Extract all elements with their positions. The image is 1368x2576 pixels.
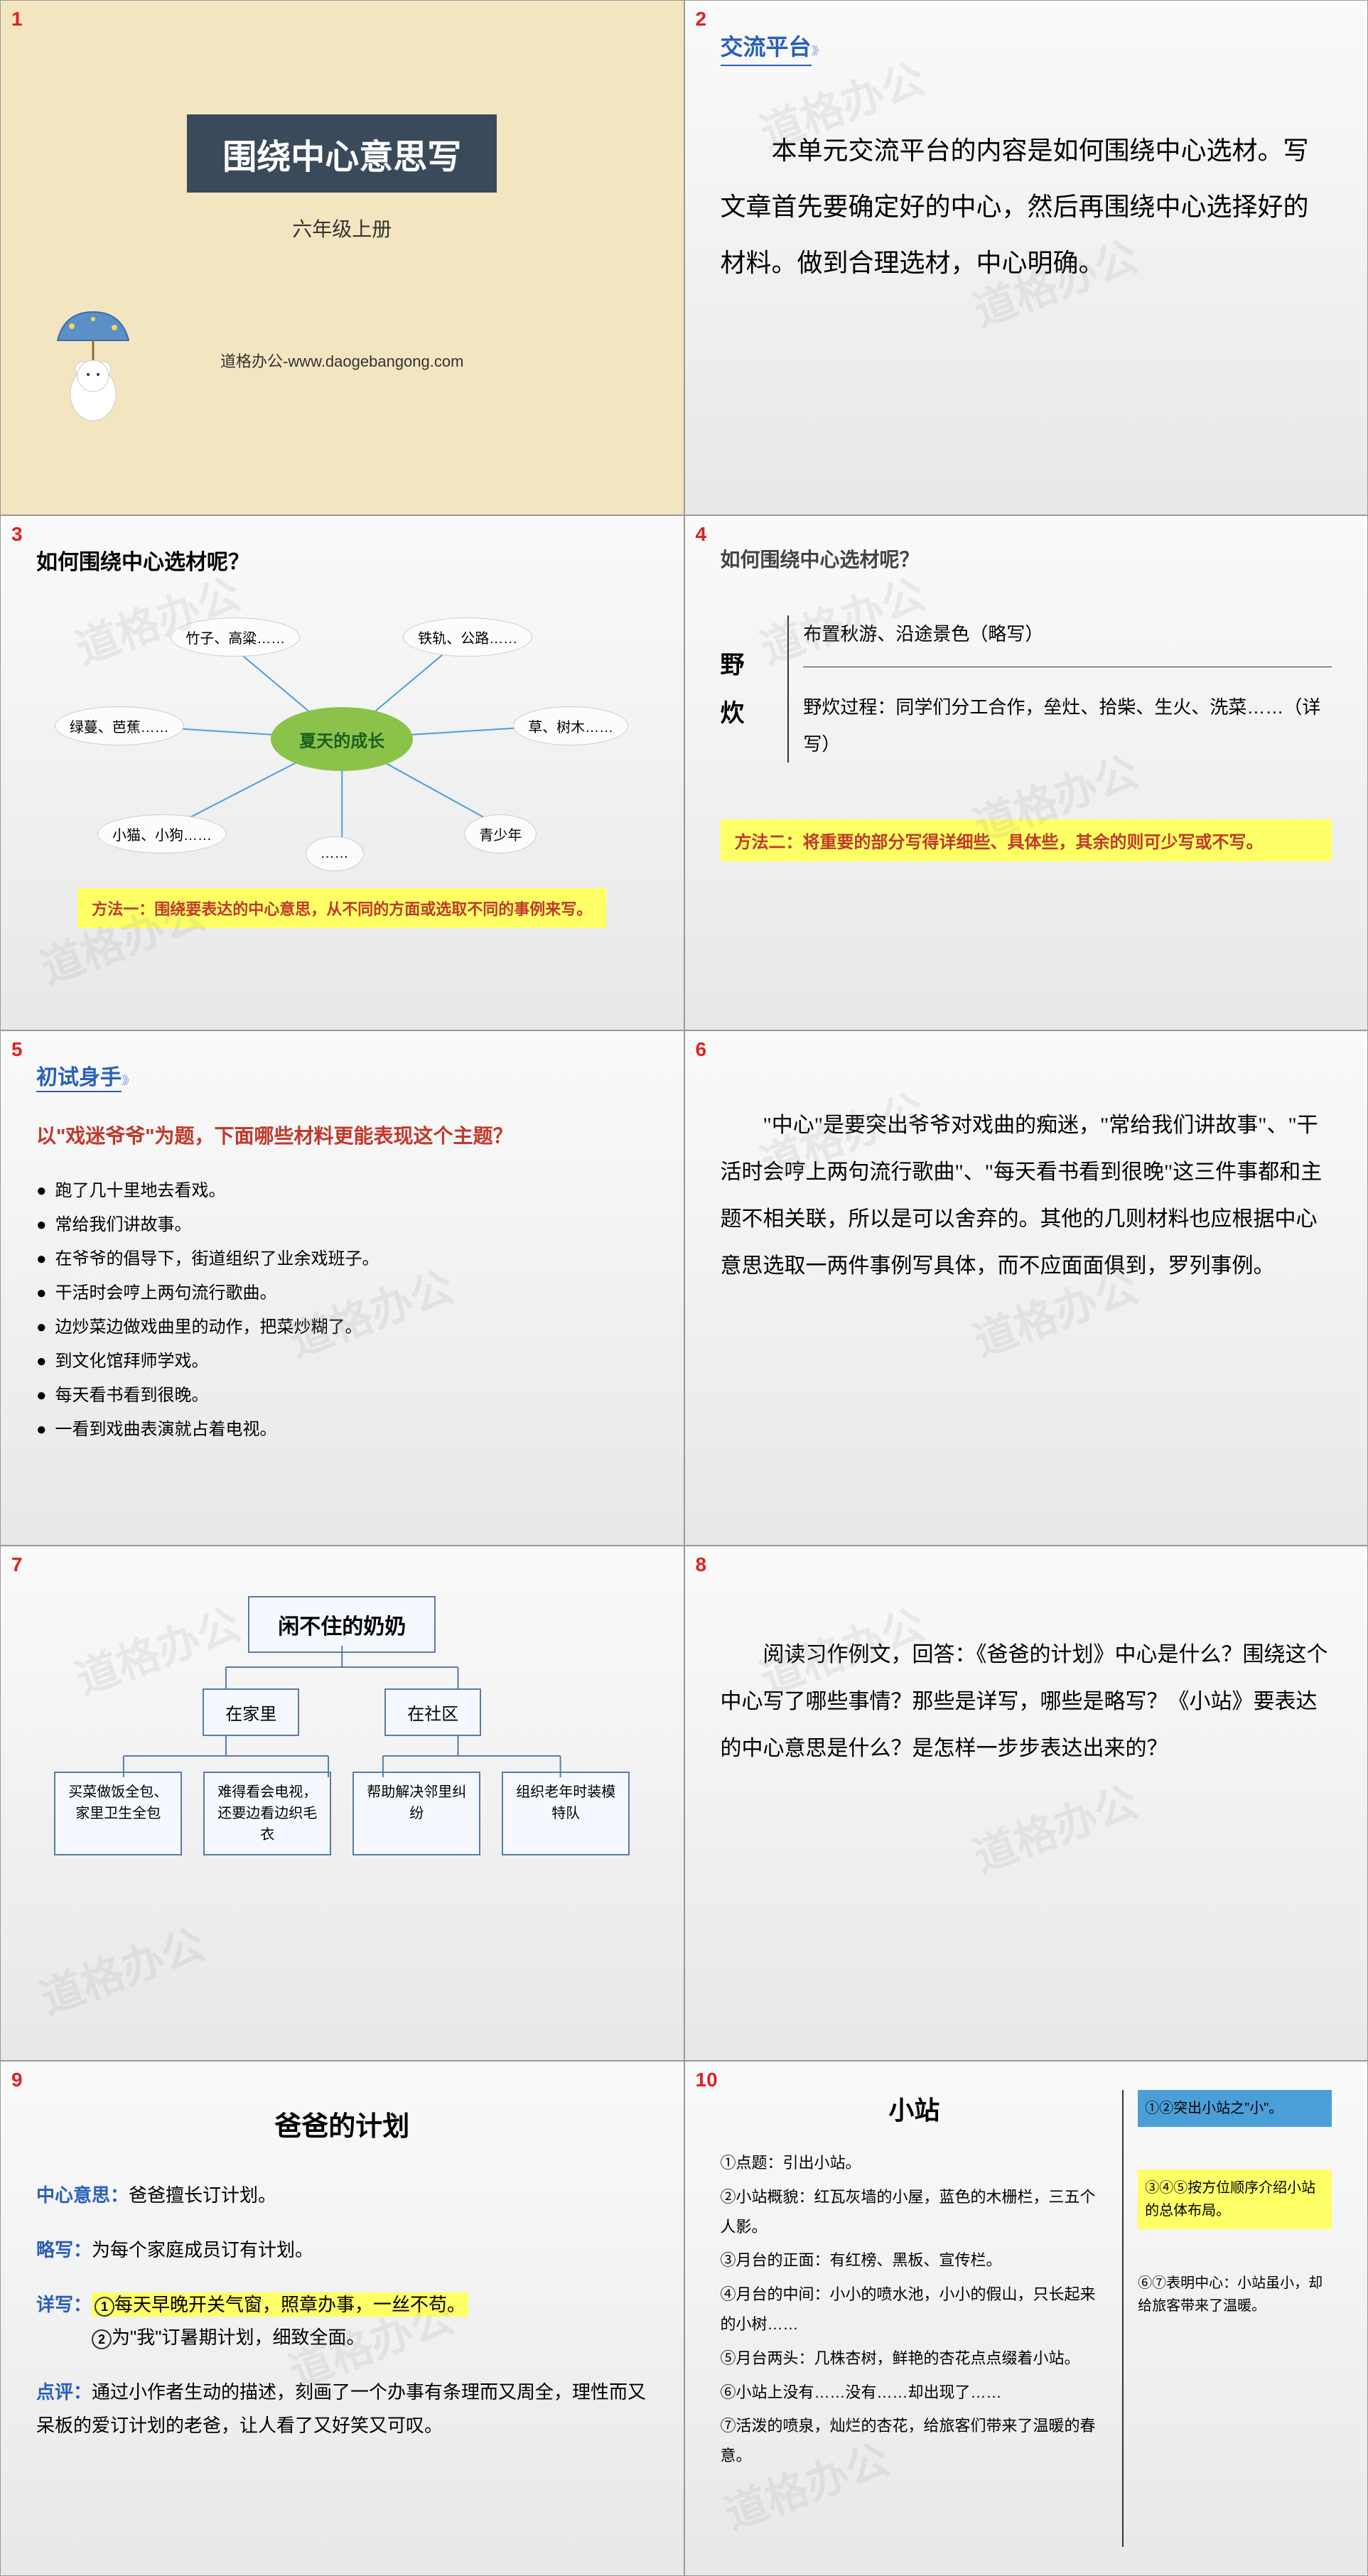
prompt: 以"戏迷爷爷"为题，下面哪些材料更能表现这个主题？: [36, 1121, 648, 1153]
branch-node: 在社区: [384, 1688, 481, 1736]
arrow-icon: 》》: [812, 45, 822, 58]
slide-9: 9 爸爸的计划 中心意思：爸爸擅长订计划。 略写：为每个家庭成员订有计划。 详写…: [0, 2061, 684, 2576]
slide-number: 6: [696, 1038, 707, 1061]
slide-5: 5 初试身手》》 以"戏迷爷爷"为题，下面哪些材料更能表现这个主题？ 跑了几十里…: [0, 1030, 684, 1546]
slide-number: 4: [696, 523, 707, 546]
list-item: 干活时会哼上两句流行歌曲。: [36, 1276, 648, 1310]
outline-tree: 野炊 布置秋游、沿途景色（略写） 野炊过程：同学们分工合作，垒灶、拾柴、生火、洗…: [721, 615, 1332, 762]
row-comment: 点评：通过小作者生动的描述，刻画了一个办事有条理而又周全，理性而又呆板的爱订计划…: [36, 2376, 648, 2442]
watermark: 道格办公: [31, 1910, 212, 2027]
slide-number: 8: [696, 1553, 707, 1576]
leaf-node: ……: [306, 836, 364, 871]
main-title: 围绕中心意思写: [187, 114, 497, 193]
slide-number: 2: [696, 8, 707, 31]
question: 如何围绕中心选材呢？: [721, 544, 1332, 573]
watermark: 道格办公: [964, 1768, 1145, 1885]
leaf-node: 帮助解决邻里纠纷: [352, 1772, 480, 1855]
outline-line: ②小站概貌：红瓦灰墙的小屋，蓝色的木栅栏，三五个人影。: [721, 2182, 1109, 2242]
body-text: 阅读习作例文，回答：《爸爸的计划》中心是什么？围绕这个中心写了哪些事情？那些是详…: [721, 1632, 1332, 1772]
outline-line: ④月台的中间：小小的喷水池，小小的假山，只长起来的小树……: [721, 2280, 1109, 2339]
list-item: 常给我们讲故事。: [36, 1208, 648, 1242]
outline-line: ⑥小站上没有……没有……却出现了……: [721, 2378, 1109, 2408]
question: 如何围绕中心选材呢？: [36, 544, 648, 576]
slide-2: 2 交流平台》》 本单元交流平台的内容是如何围绕中心选材。写文章首先要确定好的中…: [684, 0, 1368, 515]
row-center: 中心意思：爸爸擅长订计划。: [36, 2179, 648, 2212]
slide-1: 1 围绕中心意思写 六年级上册 道格办公-www.daogebangong.co…: [0, 0, 684, 515]
slide-7: 7 闲不住的奶奶 在家里 在社区 买菜做饭全包、家里卫生全包 难得看会电视，还要…: [0, 1546, 684, 2061]
list-item: 在爷爷的倡导下，街道组织了业余戏班子。: [36, 1242, 648, 1276]
method-box: 方法一：围绕要表达的中心意思，从不同的方面或选取不同的事例来写。: [77, 888, 606, 928]
slide-6: 6 "中心"是要突出爷爷对戏曲的痴迷，"常给我们讲故事"、"干活时会哼上两句流行…: [684, 1030, 1368, 1546]
outline-line: ③月台的正面：有红榜、黑板、宣传栏。: [721, 2246, 1109, 2275]
tree-leaves: 买菜做饭全包、家里卫生全包 难得看会电视，还要边看边织毛衣 帮助解决邻里纠纷 组…: [36, 1772, 648, 1855]
leaf-node: 竹子、高粱……: [171, 618, 300, 657]
outline-line: ①点题：引出小站。: [721, 2148, 1109, 2178]
slide-number: 7: [11, 1553, 23, 1576]
outline-line: ⑦活泼的喷泉，灿烂的杏花，给旅客们带来了温暖的春意。: [721, 2411, 1109, 2471]
center-node: 夏天的成长: [271, 707, 413, 771]
row-brief: 略写：为每个家庭成员订有计划。: [36, 2233, 648, 2267]
method-box: 方法二：将重要的部分写得详细些、具体些，其余的则可少写或不写。: [721, 819, 1332, 861]
bear-umbrella-icon: [29, 284, 157, 429]
leaf-node: 组织老年时装模特队: [502, 1772, 630, 1855]
note-blue: ①②突出小站之"小"。: [1138, 2090, 1332, 2127]
tree-root: 野炊: [721, 641, 767, 738]
tree-line: 野炊过程：同学们分工合作，垒灶、拾柴、生火、洗菜……（详写）: [803, 689, 1332, 762]
tree-root: 闲不住的奶奶: [248, 1596, 436, 1653]
note-plain: ⑥⑦表明中心：小站虽小，却给旅客带来了温暖。: [1138, 2272, 1332, 2317]
branch-node: 在家里: [203, 1688, 299, 1736]
list-item: 边炒菜边做戏曲里的动作，把菜炒糊了。: [36, 1310, 648, 1344]
body-text: 本单元交流平台的内容是如何围绕中心选材。写文章首先要确定好的中心，然后再围绕中心…: [721, 123, 1332, 292]
right-column: ①②突出小站之"小"。 ③④⑤按方位顺序介绍小站的总体布局。 ⑥⑦表明中心：小站…: [1122, 2090, 1332, 2547]
slide-4: 4 如何围绕中心选材呢？ 野炊 布置秋游、沿途景色（略写） 野炊过程：同学们分工…: [684, 515, 1368, 1030]
leaf-node: 难得看会电视，还要边看边织毛衣: [203, 1772, 331, 1855]
slide-number: 10: [696, 2069, 718, 2091]
slide-number: 3: [11, 523, 23, 546]
tree-branches: 在家里 在社区: [36, 1688, 648, 1736]
slide-10: 10 小站 ①点题：引出小站。 ②小站概貌：红瓦灰墙的小屋，蓝色的木栅栏，三五个…: [684, 2061, 1368, 2576]
slide-8: 8 阅读习作例文，回答：《爸爸的计划》中心是什么？围绕这个中心写了哪些事情？那些…: [684, 1546, 1368, 2061]
mindmap: 夏天的成长 竹子、高粱…… 铁轨、公路…… 绿蔓、芭蕉…… 草、树木…… 小猫、…: [36, 604, 648, 874]
left-column: 小站 ①点题：引出小站。 ②小站概貌：红瓦灰墙的小屋，蓝色的木栅栏，三五个人影。…: [721, 2090, 1109, 2547]
slide-number: 9: [11, 2069, 23, 2091]
title: 小站: [721, 2090, 1109, 2127]
note-yellow: ③④⑤按方位顺序介绍小站的总体布局。: [1138, 2170, 1332, 2229]
tree-line: 布置秋游、沿途景色（略写）: [803, 615, 1332, 667]
slide-number: 5: [11, 1038, 23, 1061]
leaf-node: 铁轨、公路……: [403, 618, 532, 657]
body-text: "中心"是要突出爷爷对戏曲的痴迷，"常给我们讲故事"、"干活时会哼上两句流行歌曲…: [721, 1102, 1332, 1290]
row-detail: 详写：1每天早晚开关气窗，照章办事，一丝不苟。 2为"我"订暑期计划，细致全面。: [36, 2288, 648, 2355]
arrow-icon: 》》: [122, 1075, 131, 1087]
leaf-node: 绿蔓、芭蕉……: [55, 706, 184, 745]
list-item: 到文化馆拜师学戏。: [36, 1344, 648, 1379]
subtitle: 六年级上册: [36, 214, 648, 242]
section-header: 初试身手: [36, 1060, 122, 1092]
outline-line: ⑤月台两头：几株杏树，鲜艳的杏花点点缀着小站。: [721, 2344, 1109, 2373]
item-list: 跑了几十里地去看戏。 常给我们讲故事。 在爷爷的倡导下，街道组织了业余戏班子。 …: [36, 1174, 648, 1447]
slide-number: 1: [11, 8, 23, 31]
list-item: 每天看书看到很晚。: [36, 1379, 648, 1413]
section-header: 交流平台: [721, 29, 812, 66]
leaf-node: 买菜做饭全包、家里卫生全包: [54, 1772, 182, 1855]
slide-3: 3 如何围绕中心选材呢？ 夏天的成长 竹子、高粱…… 铁轨、公路…… 绿蔓、芭蕉…: [0, 515, 684, 1030]
list-item: 跑了几十里地去看戏。: [36, 1174, 648, 1208]
list-item: 一看到戏曲表演就占着电视。: [36, 1413, 648, 1447]
title: 爸爸的计划: [36, 2104, 648, 2143]
